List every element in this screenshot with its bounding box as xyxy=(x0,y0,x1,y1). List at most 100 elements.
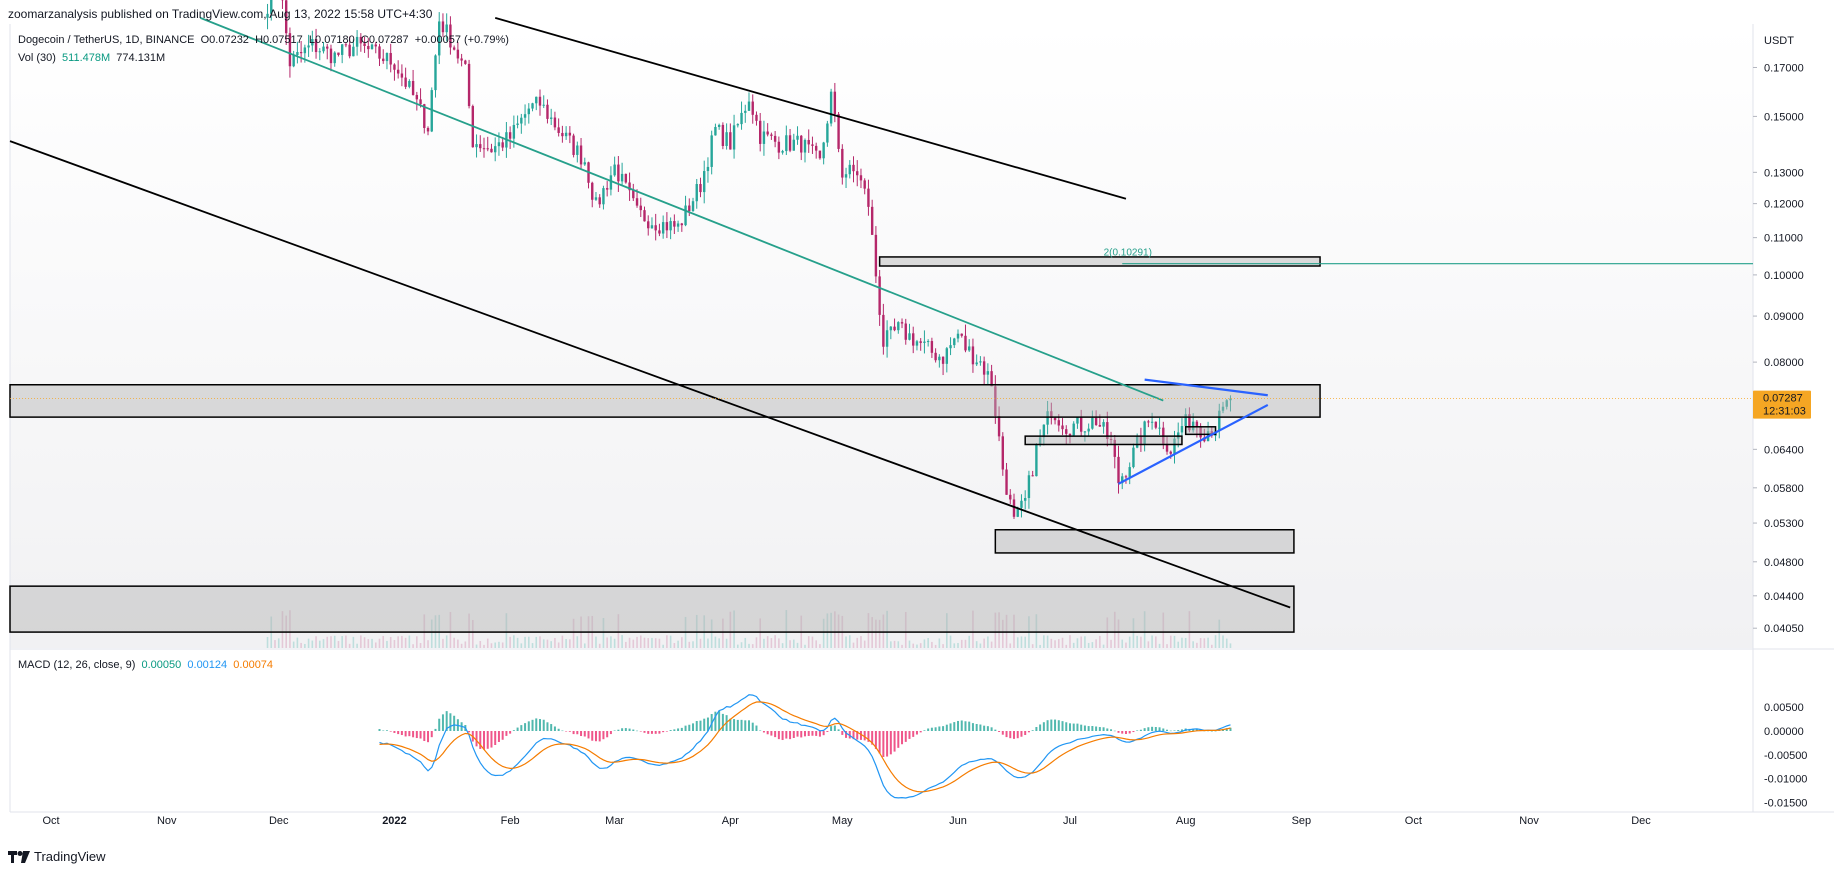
candle-body xyxy=(961,334,963,336)
volume-bar xyxy=(349,644,351,648)
macd-hist-bar xyxy=(1106,728,1108,731)
volume-bar xyxy=(629,638,631,648)
candle-body xyxy=(867,189,869,207)
macd-label[interactable]: MACD (12, 26, close, 9) xyxy=(18,659,135,671)
volume-bar xyxy=(737,645,739,648)
volume-bar xyxy=(808,636,810,648)
volume-bar xyxy=(368,639,370,648)
volume-bar xyxy=(1200,638,1202,648)
tradingview-logo-icon xyxy=(8,851,30,863)
macd-hist-bar xyxy=(382,731,384,732)
candle-body xyxy=(584,162,586,164)
candle-body xyxy=(1043,425,1045,438)
volume-bar xyxy=(1065,645,1067,648)
volume-bar xyxy=(640,635,642,648)
macd-hist-bar xyxy=(692,723,694,731)
candle-body xyxy=(852,165,854,171)
volume-bar xyxy=(498,642,500,648)
macd-hist-bar xyxy=(819,731,821,737)
volume-bar xyxy=(782,643,784,648)
symbol-name[interactable]: Dogecoin / TetherUS, 1D, BINANCE xyxy=(18,34,194,46)
macd-hist-bar xyxy=(1050,720,1052,731)
volume-bar xyxy=(1159,644,1161,648)
candle-body xyxy=(490,149,492,152)
price-axis-currency: USDT xyxy=(1764,35,1794,47)
macd-line-value: 0.00124 xyxy=(187,659,227,671)
volume-bar xyxy=(1047,636,1049,648)
macd-hist-bar xyxy=(621,728,623,731)
candle-body xyxy=(401,74,403,78)
volume-bar xyxy=(401,636,403,648)
volume-bar xyxy=(763,639,765,648)
volume-bar xyxy=(1170,636,1172,648)
macd-hist-bar xyxy=(789,731,791,739)
volume-bar xyxy=(726,639,728,648)
candle-body xyxy=(662,222,664,233)
candle-body xyxy=(901,322,903,323)
volume-bar xyxy=(853,643,855,648)
candle-body xyxy=(923,342,925,343)
volume-bar xyxy=(688,642,690,648)
tradingview-footer: TradingView xyxy=(8,849,106,864)
candle-body xyxy=(737,124,739,125)
current-price-label: 0.07287 xyxy=(1763,393,1803,405)
volume-bar xyxy=(1185,638,1187,648)
macd-hist-bar xyxy=(543,720,545,731)
macd-hist-bar xyxy=(1147,727,1149,731)
macd-hist-bar xyxy=(1058,720,1060,731)
price-tick-label: 0.05800 xyxy=(1764,483,1804,495)
volume-bar xyxy=(569,639,571,648)
candle-body xyxy=(766,132,768,135)
candle-body xyxy=(1095,418,1097,425)
macd-hist-bar xyxy=(1080,725,1082,731)
candle-body xyxy=(908,333,910,339)
candle-body xyxy=(393,65,395,70)
macd-hist-bar xyxy=(546,722,548,731)
candle-body xyxy=(796,136,798,140)
candle-body xyxy=(953,339,955,346)
macd-hist-bar xyxy=(950,723,952,731)
volume-bar xyxy=(789,640,791,648)
macd-hist-bar xyxy=(815,731,817,736)
volume-bar xyxy=(577,636,579,648)
volume-bar xyxy=(912,644,914,648)
volume-bar xyxy=(535,637,537,648)
candle-body xyxy=(808,140,810,144)
volume-bar xyxy=(323,639,325,648)
volume-bar xyxy=(1043,635,1045,648)
candle-body xyxy=(483,148,485,149)
candle-body xyxy=(1102,422,1104,427)
volume-bar xyxy=(517,638,519,648)
volume-bar xyxy=(293,642,295,648)
time-axis-label: Dec xyxy=(1631,815,1651,827)
volume-bar xyxy=(983,639,985,648)
candle-body xyxy=(546,105,548,119)
candle-body xyxy=(1080,417,1082,432)
volume-bar xyxy=(409,636,411,648)
volume-bar xyxy=(330,636,332,648)
candle-body xyxy=(1024,498,1026,501)
macd-hist-bar xyxy=(938,726,940,731)
macd-hist-bar xyxy=(1155,727,1157,731)
macd-hist-bar xyxy=(979,725,981,731)
candle-body xyxy=(1069,434,1071,436)
volume-bar xyxy=(1230,643,1232,648)
macd-hist-bar xyxy=(767,731,769,734)
candle-body xyxy=(946,348,948,364)
macd-hist-bar xyxy=(494,731,496,745)
volume-bar xyxy=(774,635,776,648)
candle-body xyxy=(408,81,410,87)
macd-hist-bar xyxy=(632,730,634,731)
volume-bar xyxy=(793,640,795,648)
volume-bar xyxy=(860,636,862,648)
candle-body xyxy=(367,46,369,49)
candle-body xyxy=(640,206,642,211)
volume-label[interactable]: Vol (30) xyxy=(18,52,56,64)
candle-body xyxy=(837,114,839,149)
candle-body xyxy=(934,353,936,360)
macd-hist-bar xyxy=(647,731,649,734)
volume-bar xyxy=(927,638,929,648)
volume-bar xyxy=(479,641,481,648)
